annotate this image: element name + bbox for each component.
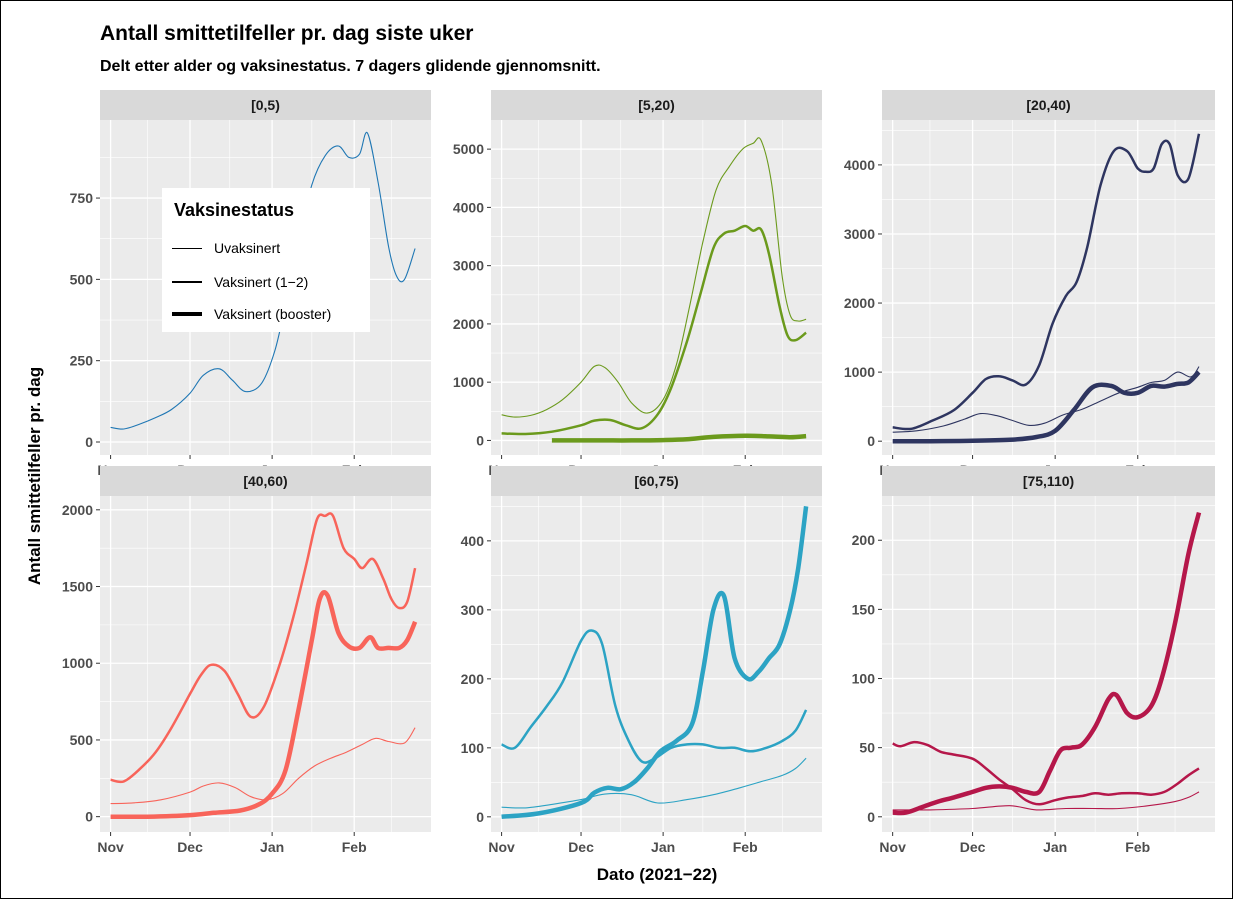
x-tick-label: Feb [733,839,758,855]
series-line-vaksinert-booster [892,512,1202,816]
legend-label: Vaksinert (1−2) [214,274,309,290]
facet-strip [491,466,822,496]
y-tick-label: 0 [476,432,484,448]
facet-strip [100,90,431,120]
legend-entry-uvaksinert: Uvaksinert [172,238,280,258]
x-tick-label: Nov [488,839,515,855]
x-tick-label: Jan [651,839,675,855]
y-tick-label: 1000 [453,374,484,390]
legend-label: Uvaksinert [214,240,281,256]
y-tick-label: 4000 [844,157,875,173]
x-tick-label: Nov [879,839,906,855]
facet-label: [5,20) [638,97,675,113]
y-tick-label: 1000 [62,655,93,671]
legend-key-thick [172,311,202,317]
facet-strip [882,466,1215,496]
panel-6: [75,110) 0 50 100 150 200 Nov Dec Jan Feb [852,466,1215,855]
series-line-vaksinert-1-2 [892,740,1200,806]
panel-background [491,120,822,455]
y-tick-label: 150 [852,601,876,617]
x-tick-label: Jan [1043,839,1067,855]
facet-strip [491,90,822,120]
series-line-vaksinert-1-2 [892,133,1201,431]
y-tick-label: 100 [852,671,876,687]
y-tick-label: 2000 [844,295,875,311]
facet-label: [0,5) [251,97,280,113]
y-tick-label: 0 [85,809,93,825]
y-tick-label: 3000 [844,226,875,242]
x-tick-label: Jan [260,839,284,855]
y-tick-label: 0 [867,433,875,449]
x-axis-title: Dato (2021−22) [597,865,717,884]
legend-title: Vaksinestatus [174,200,295,220]
panel-background [882,120,1215,455]
facet-label: [75,110) [1023,473,1074,489]
facet-label: [60,75) [634,473,678,489]
series-line-vaksinert-booster [892,370,1201,444]
series-line-vaksinert-1-2 [501,224,807,436]
series-line-uvaksinert [501,757,807,809]
y-tick-label: 4000 [453,199,484,215]
y-tick-label: 0 [867,809,875,825]
y-tick-label: 50 [859,740,875,756]
y-tick-label: 0 [476,809,484,825]
series-line-uvaksinert [501,137,807,418]
panel-4: [40,60) 0 500 1000 1500 2000 Nov Dec Jan Feb [62,466,431,855]
x-tick-label: Nov [97,839,124,855]
chart-subtitle: Delt etter alder og vaksinestatus. 7 dag… [100,58,601,75]
y-tick-label: 1000 [844,364,875,380]
y-tick-label: 250 [70,353,94,369]
y-tick-label: 200 [461,671,485,687]
panel-3: [20,40)01000200030004000NovDecJanFeb [844,90,1215,478]
y-tick-label: 2000 [62,502,93,518]
legend-key-thin [172,247,202,249]
x-tick-label: Dec [568,839,594,855]
panel-5: [60,75) 0 100 200 300 400 Nov Dec Jan Feb [461,466,822,855]
x-tick-label: Feb [342,839,367,855]
y-tick-label: 2000 [453,316,484,332]
y-tick-label: 1500 [62,579,93,595]
legend-key-medium [172,280,202,284]
y-tick-label: 5000 [453,141,484,157]
facet-label: [40,60) [243,473,287,489]
y-tick-label: 200 [852,532,876,548]
series-line-vaksinert-1-2 [501,629,808,764]
legend: Vaksinestatus Uvaksinert Vaksinert (1−2)… [162,188,370,332]
legend-label: Vaksinert (booster) [214,306,332,322]
y-tick-label: 500 [70,732,94,748]
facet-label: [20,40) [1026,97,1070,113]
legend-entry-vaksinert-booster: Vaksinert (booster) [172,304,331,324]
series-line-uvaksinert [892,366,1200,433]
y-tick-label: 750 [70,190,94,206]
y-tick-label: 0 [85,434,93,450]
y-tick-label: 100 [461,740,485,756]
chart-title: Antall smittetilfeller pr. dag siste uke… [100,22,474,45]
y-tick-label: 300 [461,602,485,618]
facet-strip [100,466,431,496]
panel-background [491,496,822,832]
panel-2: [5,20)010002000300040005000NovDecJanFeb [453,90,822,478]
series-line-uvaksinert [892,791,1200,811]
x-tick-label: Dec [177,839,203,855]
series-line-uvaksinert [110,727,416,805]
x-tick-label: Feb [1125,839,1150,855]
panel-background [100,496,431,832]
facet-strip [882,90,1215,120]
y-tick-label: 500 [70,271,94,287]
x-tick-label: Dec [960,839,986,855]
legend-entry-vaksinert-1-2: Vaksinert (1−2) [172,272,308,292]
y-axis-title: Antall smittetilfeller pr. dag [25,367,44,585]
series-line-vaksinert-booster [551,433,807,443]
series-line-vaksinert-booster [110,590,418,820]
y-tick-label: 400 [461,533,485,549]
y-tick-label: 3000 [453,258,484,274]
series-line-vaksinert-1-2 [110,512,417,784]
series-line-vaksinert-booster [501,506,809,820]
